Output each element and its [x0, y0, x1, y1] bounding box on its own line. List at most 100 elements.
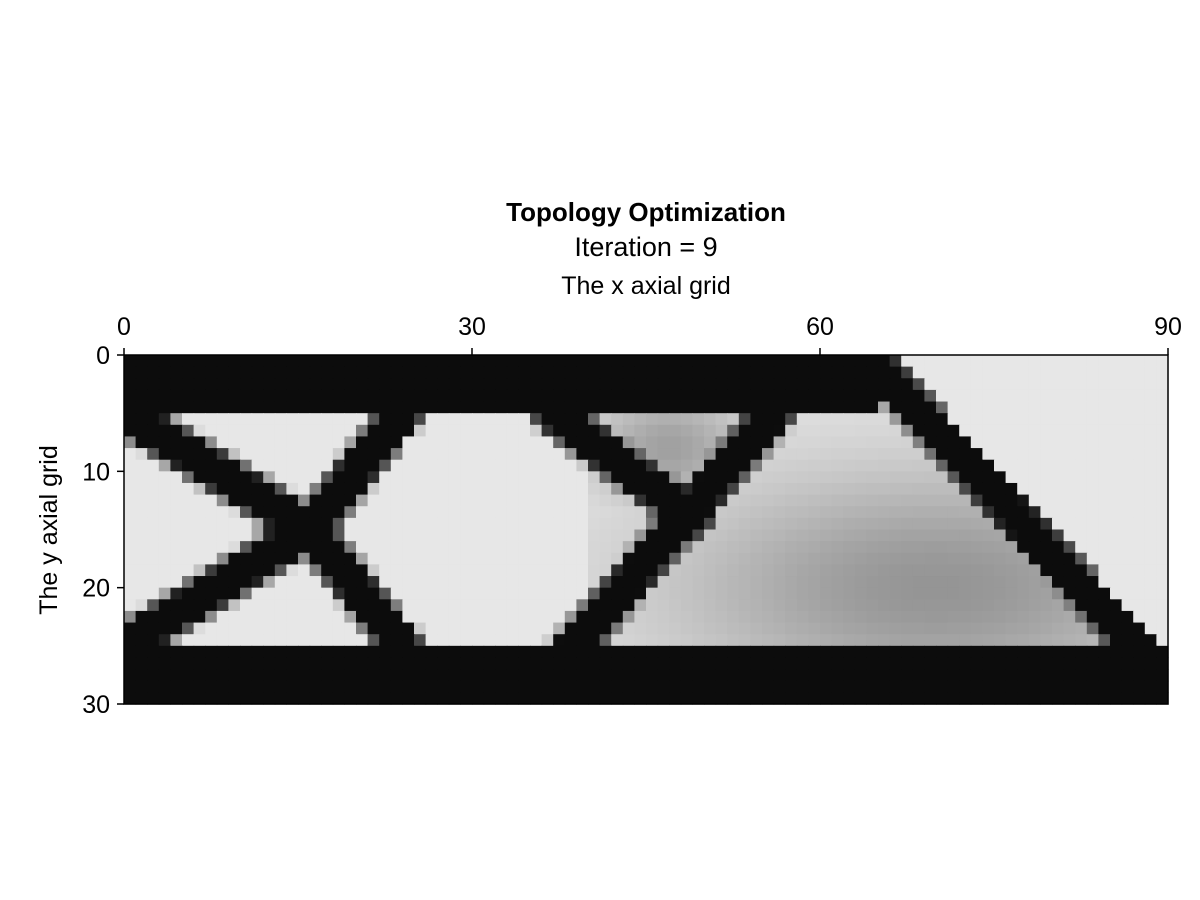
heatmap-cell	[274, 389, 287, 403]
heatmap-cell	[228, 378, 241, 391]
heatmap-cell	[854, 471, 867, 484]
heatmap-cell	[321, 389, 334, 403]
heatmap-cell	[982, 564, 995, 577]
heatmap-cell	[182, 564, 195, 577]
heatmap-cell	[472, 517, 485, 531]
heatmap-cell	[680, 622, 693, 635]
heatmap-cell	[216, 657, 229, 670]
heatmap-cell	[286, 471, 299, 484]
heatmap-cell	[205, 366, 218, 379]
heatmap-cell	[1110, 355, 1123, 368]
heatmap-cell	[936, 564, 949, 577]
heatmap-cell	[414, 552, 427, 565]
heatmap-cell	[530, 645, 543, 659]
heatmap-cell	[866, 424, 879, 438]
heatmap-cell	[1052, 529, 1065, 542]
heatmap-cell	[193, 401, 206, 414]
heatmap-cell	[564, 494, 577, 507]
heatmap-cell	[286, 680, 299, 693]
heatmap-cell	[414, 355, 427, 368]
heatmap-cell	[878, 692, 891, 705]
heatmap-cell	[1017, 413, 1030, 426]
heatmap-cell	[1086, 541, 1099, 554]
heatmap-cell	[170, 552, 183, 565]
heatmap-cell	[1017, 506, 1030, 519]
heatmap-cell	[158, 576, 171, 589]
heatmap-cell	[228, 599, 241, 612]
heatmap-cell	[402, 482, 415, 496]
heatmap-cell	[588, 494, 601, 507]
heatmap-cell	[622, 448, 635, 461]
heatmap-cell	[576, 448, 589, 461]
heatmap-cell	[588, 634, 601, 647]
heatmap-cell	[356, 355, 369, 368]
heatmap-cell	[124, 669, 137, 682]
heatmap-cell	[1144, 599, 1157, 612]
heatmap-cell	[1017, 634, 1030, 647]
heatmap-cell	[680, 657, 693, 670]
heatmap-cell	[1040, 424, 1053, 438]
heatmap-cell	[947, 645, 960, 659]
heatmap-cell	[785, 355, 798, 368]
heatmap-cell	[843, 657, 856, 670]
heatmap-cell	[924, 692, 937, 705]
heatmap-cell	[959, 494, 972, 507]
heatmap-cell	[959, 448, 972, 461]
heatmap-cell	[820, 587, 833, 600]
heatmap-cell	[367, 599, 380, 612]
heatmap-cell	[332, 529, 345, 542]
heatmap-cell	[135, 529, 148, 542]
heatmap-cell	[274, 366, 287, 379]
heatmap-cell	[692, 494, 705, 507]
heatmap-cell	[866, 541, 879, 554]
heatmap-cell	[692, 552, 705, 565]
heatmap-cell	[878, 413, 891, 426]
heatmap-cell	[414, 541, 427, 554]
heatmap-cell	[182, 657, 195, 670]
heatmap-cell	[518, 471, 531, 484]
heatmap-cell	[588, 657, 601, 670]
heatmap-cell	[878, 436, 891, 449]
heatmap-cell	[298, 552, 311, 565]
heatmap-cell	[750, 448, 763, 461]
heatmap-cell	[924, 669, 937, 682]
heatmap-cell	[796, 448, 809, 461]
heatmap-cell	[530, 482, 543, 496]
heatmap-cell	[472, 378, 485, 391]
heatmap-cell	[785, 645, 798, 659]
heatmap-cell	[599, 657, 612, 670]
heatmap-cell	[124, 355, 137, 368]
heatmap-cell	[483, 541, 496, 554]
heatmap-cell	[727, 482, 740, 496]
heatmap-cell	[182, 355, 195, 368]
heatmap-cell	[657, 587, 670, 600]
heatmap-cell	[518, 587, 531, 600]
heatmap-cell	[1098, 482, 1111, 496]
heatmap-cell	[947, 448, 960, 461]
heatmap-cell	[1110, 401, 1123, 414]
heatmap-cell	[1156, 552, 1169, 565]
heatmap-cell	[437, 366, 450, 379]
heatmap-cell	[808, 669, 821, 682]
heatmap-cell	[483, 564, 496, 577]
heatmap-cell	[402, 657, 415, 670]
heatmap-cell	[530, 448, 543, 461]
heatmap-cell	[738, 494, 751, 507]
heatmap-cell	[1028, 692, 1041, 705]
heatmap-cell	[669, 634, 682, 647]
heatmap-cell	[390, 645, 403, 659]
heatmap-cell	[1052, 645, 1065, 659]
heatmap-cell	[889, 459, 902, 472]
heatmap-cell	[704, 401, 717, 414]
heatmap-cell	[1005, 413, 1018, 426]
heatmap-cell	[193, 610, 206, 624]
heatmap-cell	[808, 401, 821, 414]
heatmap-cell	[808, 459, 821, 472]
heatmap-cell	[356, 529, 369, 542]
heatmap-cell	[1028, 529, 1041, 542]
heatmap-cell	[1063, 622, 1076, 635]
heatmap-cell	[1017, 564, 1030, 577]
heatmap-cell	[912, 506, 925, 519]
heatmap-cell	[564, 366, 577, 379]
heatmap-cell	[970, 610, 983, 624]
